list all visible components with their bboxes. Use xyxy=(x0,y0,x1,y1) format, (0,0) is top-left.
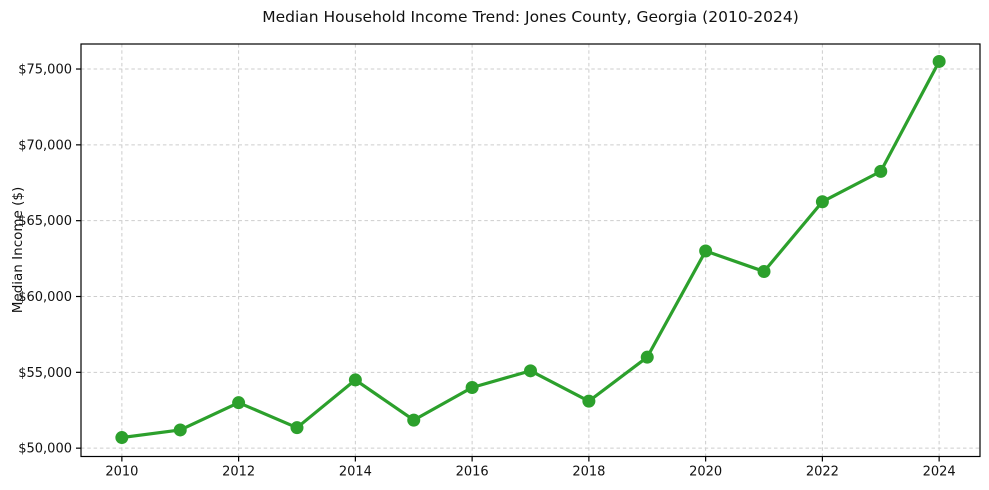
y-tick-label: $75,000 xyxy=(18,63,72,78)
data-point-2017 xyxy=(524,364,537,378)
data-point-2012 xyxy=(232,396,246,410)
data-point-2021 xyxy=(757,264,771,278)
chart-title: Median Household Income Trend: Jones Cou… xyxy=(262,8,799,26)
axes-box xyxy=(80,43,981,458)
data-point-2016 xyxy=(465,380,479,394)
y-tick-label: $70,000 xyxy=(18,138,72,153)
data-point-2015 xyxy=(407,413,421,427)
y-tick-label: $50,000 xyxy=(18,442,72,457)
data-point-2020 xyxy=(699,244,713,258)
trend-line xyxy=(120,59,941,440)
x-tick-label: 2022 xyxy=(806,465,839,480)
data-point-2023 xyxy=(874,164,888,178)
y-tick-label: $65,000 xyxy=(18,214,72,229)
x-tick-label: 2012 xyxy=(222,465,255,480)
x-tick-label: 2018 xyxy=(572,465,605,480)
data-point-2018 xyxy=(582,394,596,408)
x-tick-label: 2014 xyxy=(339,465,372,480)
y-tick-label: $55,000 xyxy=(18,366,72,381)
data-point-2019 xyxy=(640,350,654,364)
data-point-2011 xyxy=(173,423,187,437)
data-point-2014 xyxy=(348,373,362,387)
x-tick-label: 2020 xyxy=(689,465,722,480)
data-point-2013 xyxy=(290,421,304,435)
data-point-2024 xyxy=(932,54,946,68)
x-tick-label: 2016 xyxy=(456,465,489,480)
x-tick-label: 2024 xyxy=(923,465,956,480)
data-point-2022 xyxy=(815,195,829,209)
x-tick-label: 2010 xyxy=(105,465,138,480)
y-tick-label: $60,000 xyxy=(18,290,72,305)
data-point-2010 xyxy=(115,431,129,445)
